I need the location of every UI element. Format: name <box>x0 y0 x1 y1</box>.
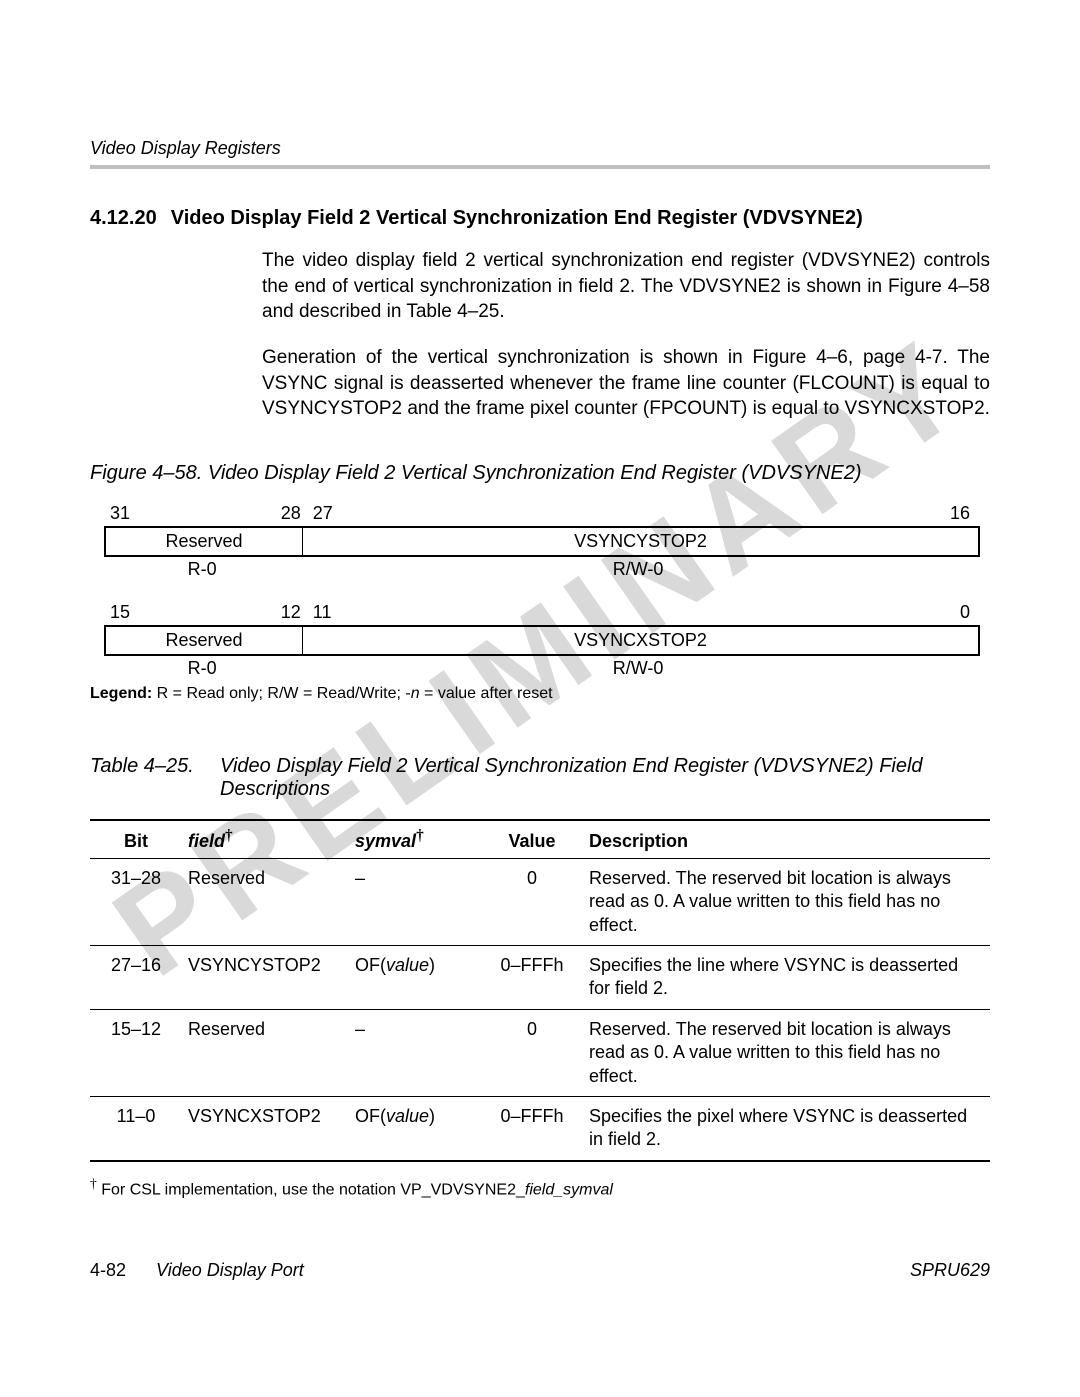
table-row: 27–16 VSYNCYSTOP2 OF(value) 0–FFFh Speci… <box>90 946 990 1010</box>
table-row: 31–28 Reserved – 0 Reserved. The reserve… <box>90 858 990 945</box>
cell-symval: – <box>349 1009 481 1096</box>
cell-field: VSYNCYSTOP2 <box>182 946 349 1010</box>
bit-label: 28 <box>281 503 301 524</box>
register-field-vsyncystop2: VSYNCYSTOP2 <box>303 528 978 555</box>
table-footnote: † For CSL implementation, use the notati… <box>90 1176 990 1199</box>
th-symval: symval† <box>349 820 481 859</box>
cell-description: Specifies the pixel where VSYNC is deass… <box>583 1096 990 1160</box>
bit-label: 12 <box>281 602 301 623</box>
table-row: 15–12 Reserved – 0 Reserved. The reserve… <box>90 1009 990 1096</box>
body-paragraph-2: Generation of the vertical synchronizati… <box>262 345 990 422</box>
cell-value: 0–FFFh <box>481 946 583 1010</box>
cell-field: Reserved <box>182 858 349 945</box>
section-heading: 4.12.20 Video Display Field 2 Vertical Sy… <box>90 207 990 230</box>
cell-symval: OF(value) <box>349 946 481 1010</box>
cell-description: Reserved. The reserved bit location is a… <box>583 1009 990 1096</box>
cell-value: 0 <box>481 1009 583 1096</box>
bit-label: 11 <box>313 602 332 623</box>
cell-bit: 11–0 <box>90 1096 182 1160</box>
table-row: 11–0 VSYNCXSTOP2 OF(value) 0–FFFh Specif… <box>90 1096 990 1160</box>
bit-label: 31 <box>110 503 130 524</box>
register-bits-row2: 15 12 11 0 <box>104 602 976 623</box>
register-access: R-0 <box>104 559 300 580</box>
legend-text: R = Read only; R/W = Read/Write; - <box>152 685 410 702</box>
register-access: R/W-0 <box>300 559 976 580</box>
th-value: Value <box>481 820 583 859</box>
register-access-row1: R-0 R/W-0 <box>104 559 976 580</box>
section-title: Video Display Field 2 Vertical Synchroni… <box>171 207 863 229</box>
register-legend: Legend: R = Read only; R/W = Read/Write;… <box>90 685 990 703</box>
body-paragraph-1: The video display field 2 vertical synch… <box>262 248 990 325</box>
register-field-reserved: Reserved <box>106 528 303 555</box>
register-fields-row1: Reserved VSYNCYSTOP2 <box>104 526 980 557</box>
cell-bit: 15–12 <box>90 1009 182 1096</box>
bit-label: 15 <box>110 602 130 623</box>
bit-label: 16 <box>950 503 970 524</box>
footer-doc-title: Video Display Port <box>156 1260 304 1280</box>
cell-description: Reserved. The reserved bit location is a… <box>583 858 990 945</box>
register-fields-row2: Reserved VSYNCXSTOP2 <box>104 625 980 656</box>
register-access: R/W-0 <box>300 658 976 679</box>
cell-field: VSYNCXSTOP2 <box>182 1096 349 1160</box>
cell-symval: – <box>349 858 481 945</box>
cell-bit: 31–28 <box>90 858 182 945</box>
th-field: field† <box>182 820 349 859</box>
register-bits-row1: 31 28 27 16 <box>104 503 976 524</box>
section-number: 4.12.20 <box>90 207 157 230</box>
cell-value: 0 <box>481 858 583 945</box>
register-access-row2: R-0 R/W-0 <box>104 658 976 679</box>
legend-label: Legend: <box>90 685 152 702</box>
running-header: Video Display Registers <box>90 138 990 159</box>
register-field-reserved: Reserved <box>106 627 303 654</box>
cell-value: 0–FFFh <box>481 1096 583 1160</box>
register-access: R-0 <box>104 658 300 679</box>
table-caption-label: Table 4–25. <box>90 755 220 801</box>
footer-doc-id: SPRU629 <box>910 1260 990 1281</box>
legend-text: = value after reset <box>420 685 553 702</box>
figure-caption: Figure 4–58. Video Display Field 2 Verti… <box>90 462 990 485</box>
page-footer: 4-82 Video Display Port SPRU629 <box>90 1260 990 1281</box>
legend-var: n <box>411 685 420 702</box>
th-bit: Bit <box>90 820 182 859</box>
th-description: Description <box>583 820 990 859</box>
bit-label: 27 <box>313 503 333 524</box>
footer-page-number: 4-82 Video Display Port <box>90 1260 304 1281</box>
header-rule <box>90 165 990 169</box>
bit-label: 0 <box>960 602 970 623</box>
register-diagram: 31 28 27 16 Reserved VSYNCYSTOP2 R-0 R/W… <box>104 503 976 679</box>
field-description-table: Bit field† symval† Value Description 31–… <box>90 819 990 1162</box>
cell-description: Specifies the line where VSYNC is deasse… <box>583 946 990 1010</box>
register-field-vsyncxstop2: VSYNCXSTOP2 <box>303 627 978 654</box>
table-caption-text: Video Display Field 2 Vertical Synchroni… <box>220 755 990 801</box>
cell-symval: OF(value) <box>349 1096 481 1160</box>
cell-field: Reserved <box>182 1009 349 1096</box>
cell-bit: 27–16 <box>90 946 182 1010</box>
table-caption: Table 4–25. Video Display Field 2 Vertic… <box>90 755 990 801</box>
